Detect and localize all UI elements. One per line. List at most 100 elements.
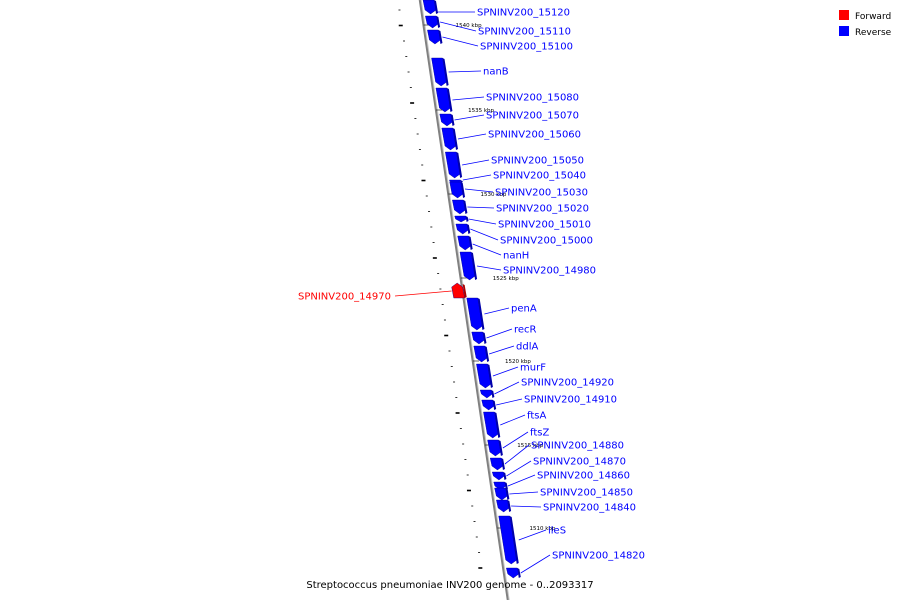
gene-label[interactable]: ileS xyxy=(548,526,566,537)
gene-label[interactable]: SPNINV200_15030 xyxy=(495,188,588,199)
gene-feature[interactable] xyxy=(441,127,457,151)
gene-feature[interactable] xyxy=(471,331,485,345)
gene-feature[interactable] xyxy=(431,57,447,87)
gene-feature[interactable] xyxy=(494,487,508,501)
gene-feature[interactable] xyxy=(451,282,465,299)
gene-label[interactable]: penA xyxy=(511,304,537,315)
gene-label[interactable]: SPNINV200_14920 xyxy=(521,378,614,389)
gene-feature[interactable] xyxy=(487,439,502,457)
gene-feature-shade xyxy=(491,390,495,398)
gene-feature-shade xyxy=(466,224,471,234)
gene-feature[interactable] xyxy=(496,499,510,513)
gene-label[interactable]: SPNINV200_15040 xyxy=(493,171,586,182)
gene-feature-shade xyxy=(465,216,469,222)
gene-label[interactable]: SPNINV200_14980 xyxy=(503,266,596,277)
gene-feature[interactable] xyxy=(491,471,505,481)
gene-label[interactable]: SPNINV200_14870 xyxy=(533,457,626,468)
gene-label[interactable]: nanB xyxy=(483,67,509,78)
gene-feature[interactable] xyxy=(457,235,471,251)
gene-feature[interactable] xyxy=(422,0,437,15)
gene-label[interactable]: SPNINV200_14850 xyxy=(540,488,633,499)
gene-feature[interactable] xyxy=(454,215,467,223)
gene-feature[interactable] xyxy=(481,399,495,411)
gene-feature-shade xyxy=(477,298,485,330)
gene-feature-shade xyxy=(492,400,497,410)
legend-forward-label: Forward xyxy=(855,12,891,22)
gene-feature[interactable] xyxy=(498,515,517,565)
gene-feature-shade xyxy=(498,440,503,456)
gene-label-leader xyxy=(462,159,490,166)
gene-label[interactable]: recR xyxy=(514,325,537,336)
gene-label-leader xyxy=(394,290,452,297)
gene-label[interactable]: murF xyxy=(520,363,546,374)
gene-feature-shade xyxy=(503,472,507,480)
gene-label-leader xyxy=(500,414,526,426)
gene-label-leader xyxy=(488,345,515,355)
gene-label[interactable]: nanH xyxy=(503,251,529,262)
scale-marks xyxy=(398,9,483,569)
gene-feature-shade xyxy=(504,482,508,490)
gene-feature[interactable] xyxy=(435,87,451,113)
gene-label[interactable]: SPNINV200_15020 xyxy=(496,204,589,215)
gene-feature-shade xyxy=(450,114,455,126)
gene-label-leader xyxy=(506,460,532,477)
tick-label: 1520 kbp xyxy=(505,359,531,365)
gene-feature-shade xyxy=(470,252,478,280)
gene-label[interactable]: SPNINV200_15070 xyxy=(486,111,579,122)
gene-feature[interactable] xyxy=(483,411,499,439)
gene-feature[interactable] xyxy=(489,457,504,471)
gene-feature-shade xyxy=(517,568,521,578)
gene-label[interactable]: SPNINV200_14860 xyxy=(537,471,630,482)
legend-reverse-label: Reverse xyxy=(855,28,892,38)
gene-label-leader xyxy=(470,228,499,241)
gene-label[interactable]: SPNINV200_15060 xyxy=(488,130,581,141)
gene-label-leader xyxy=(472,243,502,256)
gene-label[interactable]: SPNINV200_15050 xyxy=(491,156,584,167)
gene-feature[interactable] xyxy=(427,29,441,45)
gene-features xyxy=(422,0,521,579)
gene-feature[interactable] xyxy=(425,15,439,29)
gene-label[interactable]: SPNINV200_15120 xyxy=(477,8,570,19)
gene-label[interactable]: ftsZ xyxy=(530,428,549,439)
gene-feature-shade xyxy=(446,88,453,112)
gene-feature[interactable] xyxy=(479,389,493,399)
gene-label[interactable]: SPNINV200_15100 xyxy=(480,42,573,53)
gene-label-leader xyxy=(442,36,479,47)
gene-feature[interactable] xyxy=(439,113,453,127)
gene-label-leader xyxy=(507,474,536,487)
gene-feature[interactable] xyxy=(459,251,476,281)
gene-label-leader xyxy=(492,366,519,377)
gene-label[interactable]: SPNINV200_14970 xyxy=(298,292,391,303)
gene-label[interactable]: ddlA xyxy=(516,342,538,353)
legend-forward-swatch xyxy=(839,10,849,20)
gene-feature-shade xyxy=(442,58,449,86)
gene-label[interactable]: ftsA xyxy=(527,411,546,422)
gene-feature-shade xyxy=(487,364,493,388)
gene-feature-shade xyxy=(484,346,490,362)
gene-label-leader xyxy=(504,444,530,465)
gene-label-leader xyxy=(502,431,529,449)
gene-feature-shade xyxy=(452,128,459,150)
gene-labels: SPNINV200_15120 SPNINV200_15110 SPNINV200_… xyxy=(298,8,645,574)
gene-feature[interactable] xyxy=(455,223,469,235)
tick-label: 1535 kbp xyxy=(468,108,494,114)
gene-label[interactable]: SPNINV200_15010 xyxy=(498,220,591,231)
gene-feature[interactable] xyxy=(466,297,483,331)
gene-feature[interactable] xyxy=(476,363,492,389)
gene-feature[interactable] xyxy=(449,181,464,199)
gene-feature[interactable] xyxy=(473,345,488,363)
gene-label-leader xyxy=(518,529,547,541)
gene-label[interactable]: SPNINV200_14840 xyxy=(543,503,636,514)
gene-label[interactable]: SPNINV200_14820 xyxy=(552,551,645,562)
gene-feature[interactable] xyxy=(452,199,466,215)
gene-label[interactable]: SPNINV200_15080 xyxy=(486,93,579,104)
gene-feature[interactable] xyxy=(445,151,461,179)
gene-label[interactable]: SPNINV200_14910 xyxy=(524,395,617,406)
gene-label-leader xyxy=(457,133,487,140)
gene-label[interactable]: SPNINV200_15110 xyxy=(478,27,571,38)
gene-label[interactable]: SPNINV200_15000 xyxy=(500,236,593,247)
gene-feature[interactable] xyxy=(506,567,520,579)
gene-feature-shade xyxy=(456,152,463,178)
gene-feature-shade xyxy=(507,500,512,512)
gene-label[interactable]: SPNINV200_14880 xyxy=(531,441,624,452)
